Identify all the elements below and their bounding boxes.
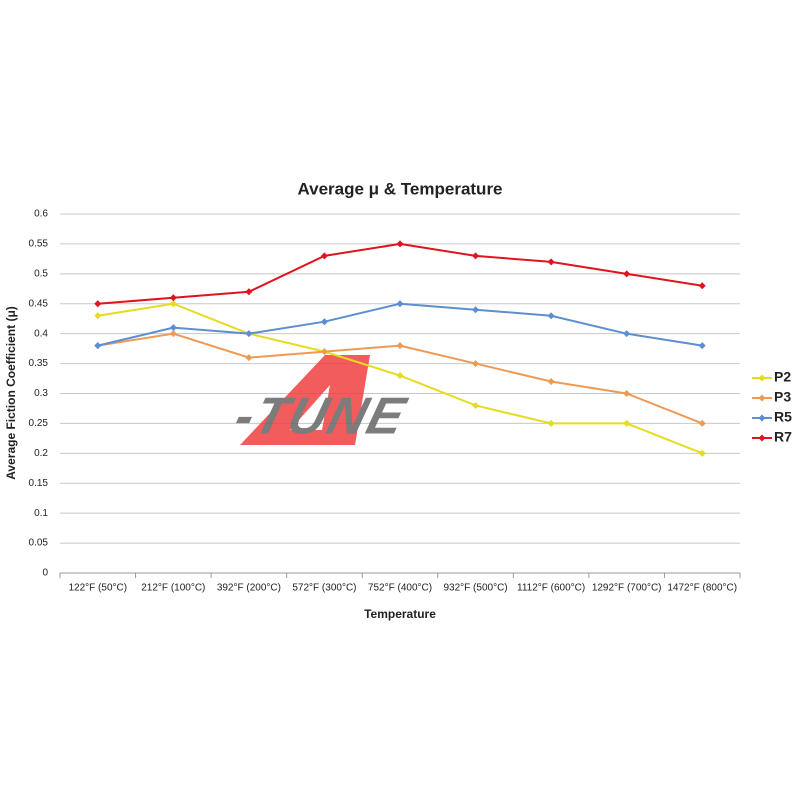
x-tick-label: 392°F (200°C) [217, 583, 281, 594]
data-point [698, 449, 706, 457]
data-point [698, 419, 706, 427]
y-tick-label: 0.6 [34, 209, 48, 220]
y-tick-label: 0.2 [34, 448, 48, 459]
data-point [94, 300, 102, 308]
x-tick-label: 572°F (300°C) [292, 583, 356, 594]
data-point [396, 300, 404, 308]
watermark: -TUNE [229, 355, 413, 446]
y-tick-label: 0.25 [29, 418, 49, 429]
data-point [547, 378, 555, 386]
data-point [320, 318, 328, 326]
y-tick-label: 0.05 [29, 538, 49, 549]
data-point [623, 270, 631, 278]
x-tick-label: 1112°F (600°C) [517, 583, 585, 594]
y-tick-label: 0 [42, 568, 48, 579]
data-point [320, 348, 328, 356]
data-point [245, 354, 253, 362]
data-point [245, 288, 253, 296]
y-tick-label: 0.5 [34, 268, 48, 279]
data-point [472, 401, 480, 409]
legend-marker [758, 434, 766, 442]
legend-label: R7 [774, 429, 792, 445]
data-point [169, 330, 177, 338]
legend-label: P3 [774, 389, 791, 405]
data-point [169, 294, 177, 302]
data-point [547, 419, 555, 427]
y-tick-label: 0.35 [29, 358, 49, 369]
y-tick-label: 0.1 [34, 508, 48, 519]
data-point [547, 312, 555, 320]
y-tick-label: 0.15 [29, 478, 49, 489]
data-point [472, 306, 480, 314]
x-tick-label: 212°F (100°C) [141, 583, 205, 594]
data-point [396, 240, 404, 248]
watermark-text: -TUNE [229, 388, 413, 446]
data-point [623, 390, 631, 397]
x-axis-label: Temperature [364, 607, 436, 621]
data-point [623, 419, 631, 427]
data-point [396, 372, 404, 380]
data-point [623, 330, 631, 338]
legend-label: R5 [774, 409, 792, 425]
data-point [320, 252, 328, 260]
data-point [472, 360, 480, 368]
data-point [94, 342, 102, 350]
y-tick-label: 0.4 [34, 328, 48, 339]
data-point [472, 252, 480, 260]
y-tick-label: 0.45 [29, 298, 49, 309]
data-point [94, 312, 102, 320]
y-tick-label: 0.55 [29, 239, 49, 250]
x-tick-label: 122°F (50°C) [68, 583, 127, 594]
watermark-logo [240, 355, 370, 445]
x-tick-label: 932°F (500°C) [443, 583, 507, 594]
legend-label: P2 [774, 369, 791, 385]
chart-title: Average μ & Temperature [297, 179, 502, 198]
legend-marker [758, 394, 766, 402]
data-point [547, 258, 555, 266]
data-point [169, 324, 177, 332]
data-point [245, 330, 253, 338]
x-tick-label: 1472°F (800°C) [667, 583, 737, 594]
data-point [169, 300, 177, 308]
data-point [698, 342, 706, 350]
y-tick-label: 0.3 [34, 388, 48, 399]
data-point [396, 342, 404, 350]
legend-marker [758, 374, 766, 382]
y-axis-label: Average Fiction Coefficient (μ) [4, 306, 18, 480]
x-tick-label: 752°F (400°C) [368, 583, 432, 594]
x-tick-label: 1292°F (700°C) [592, 583, 662, 594]
data-point [698, 282, 706, 290]
legend-marker [758, 414, 766, 422]
